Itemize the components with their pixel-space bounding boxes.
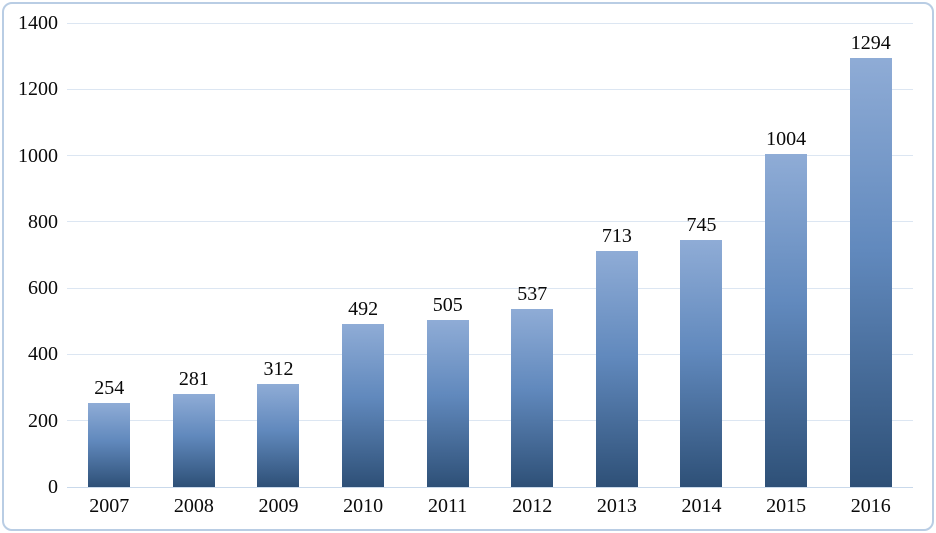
bar (172, 393, 215, 487)
y-tick-label: 200 (28, 409, 58, 432)
y-tick-label: 600 (28, 277, 58, 300)
bar-slot: 281 2008 (152, 23, 237, 516)
bar (88, 402, 131, 487)
y-tick-label: 0 (48, 476, 58, 498)
x-tick-label: 2007 (89, 495, 130, 517)
bar (680, 240, 723, 487)
value-label: 1294 (850, 32, 891, 55)
gridline (67, 88, 913, 90)
value-label: 492 (348, 297, 379, 320)
y-tick-label: 1400 (18, 12, 58, 34)
value-label: 254 (94, 376, 125, 399)
bar (257, 383, 300, 487)
gridline (67, 287, 913, 289)
y-tick-label: 1200 (18, 78, 58, 101)
bar (342, 323, 385, 487)
x-tick-label: 2016 (850, 495, 891, 517)
x-tick-label: 2011 (428, 495, 468, 517)
gridline (67, 22, 913, 24)
bar-slot: 505 2011 (405, 23, 490, 516)
bar (849, 58, 892, 487)
gridline (67, 420, 913, 422)
value-label: 312 (263, 357, 294, 380)
value-label: 281 (178, 367, 209, 390)
y-tick-label: 1000 (18, 144, 58, 167)
gridline (67, 155, 913, 157)
x-tick-label: 2012 (512, 495, 553, 517)
y-tick-label: 800 (28, 210, 58, 233)
plot-area: 254 2007 281 2008 312 2009 492 2010 505 2011 537 20… (67, 22, 913, 516)
value-label: 1004 (766, 128, 807, 151)
x-axis-line (67, 486, 913, 488)
y-tick-label: 400 (28, 343, 58, 366)
x-tick-label: 2008 (173, 495, 214, 517)
bar (426, 319, 469, 487)
bar (595, 250, 638, 487)
bar-slot: 254 2007 (67, 23, 152, 516)
bar-slot: 537 2012 (490, 23, 575, 516)
bar (511, 309, 554, 487)
x-tick-label: 2010 (343, 495, 384, 517)
gridline (67, 353, 913, 355)
bar-slot: 312 2009 (236, 23, 321, 516)
value-label: 713 (601, 224, 632, 247)
bar-slot: 713 2013 (575, 23, 660, 516)
x-tick-label: 2014 (681, 495, 722, 517)
bar-slot: 745 2014 (659, 23, 744, 516)
value-label: 537 (517, 283, 548, 306)
value-label: 505 (432, 293, 463, 316)
gridline (67, 221, 913, 223)
bar-slot: 492 2010 (321, 23, 406, 516)
value-label: 745 (686, 214, 717, 237)
x-tick-label: 2009 (258, 495, 299, 517)
bar-slot: 1004 2015 (744, 23, 829, 516)
bar (765, 154, 808, 487)
x-tick-label: 2013 (596, 495, 637, 517)
x-tick-label: 2015 (766, 495, 807, 517)
bar-slot: 1294 2016 (828, 23, 913, 516)
